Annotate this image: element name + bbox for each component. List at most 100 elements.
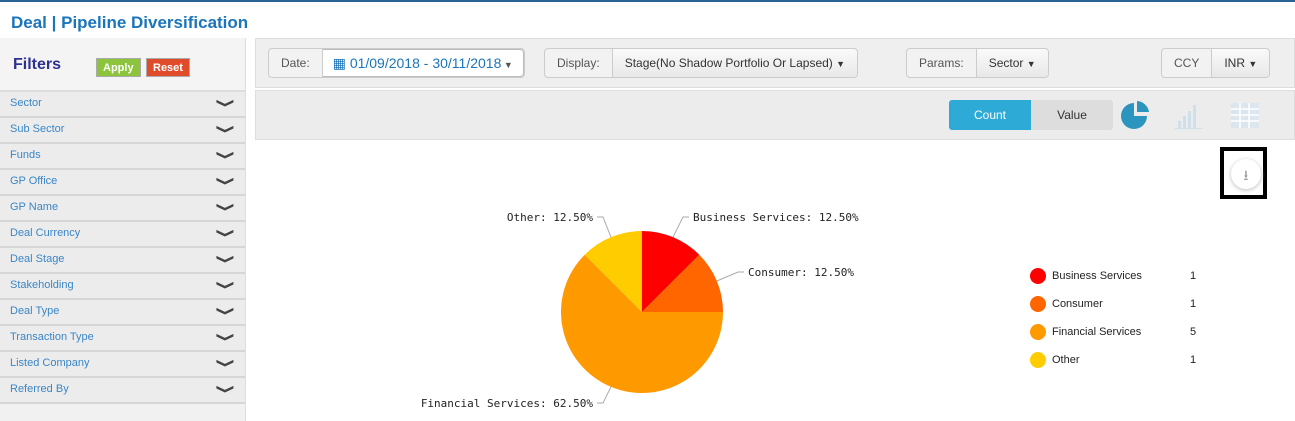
display-filter: Display: Stage(No Shadow Portfolio Or La… (544, 48, 859, 78)
legend-color-dot (1030, 324, 1046, 340)
legend-label: Business Services (1052, 270, 1142, 282)
legend-count: 1 (1190, 298, 1197, 310)
label-connector (716, 271, 744, 282)
filter-label: Listed Company (10, 357, 90, 369)
filter-label: Sector (10, 97, 42, 109)
pie-chart-icon[interactable] (1120, 99, 1152, 131)
chevron-down-icon: ❯ (216, 97, 236, 109)
pie-slice[interactable] (642, 231, 700, 312)
legend-item[interactable]: Other 1 (1030, 346, 1196, 374)
date-range-picker[interactable]: ▦ 01/09/2018 - 30/11/2018 ▼ (321, 49, 524, 77)
chevron-down-icon: ❯ (216, 279, 236, 291)
chevron-down-icon: ❯ (216, 253, 236, 265)
filter-label: Deal Stage (10, 253, 65, 265)
filter-label: Deal Currency (10, 227, 81, 239)
chevron-down-icon: ❯ (216, 331, 236, 343)
legend-count: 1 (1190, 270, 1197, 282)
calendar-icon: ▦ (332, 55, 350, 71)
params-label: Params: (919, 56, 964, 70)
filter-item[interactable]: Deal Stage ❯ (0, 248, 245, 274)
chevron-down-icon: ❯ (216, 123, 236, 135)
chevron-down-icon: ❯ (216, 149, 236, 161)
chevron-down-icon: ❯ (216, 305, 236, 317)
data-label: Other: 12.50% (507, 211, 593, 224)
caret-down-icon: ▼ (1026, 59, 1036, 69)
download-icon: ⭳ (1243, 167, 1249, 183)
data-label: Financial Services: 62.50% (421, 397, 594, 410)
filter-item[interactable]: GP Office ❯ (0, 170, 245, 196)
legend-color-dot (1030, 352, 1046, 368)
pie-slice[interactable] (642, 254, 723, 312)
filter-item[interactable]: Listed Company ❯ (0, 352, 245, 378)
filter-item[interactable]: Stakeholding ❯ (0, 274, 245, 300)
chevron-down-icon: ❯ (216, 175, 236, 187)
apply-button[interactable]: Apply (96, 58, 141, 77)
bar-chart-icon[interactable] (1173, 99, 1205, 131)
data-label: Business Services: 12.50% (693, 211, 859, 224)
download-button[interactable]: ⭳ (1231, 159, 1261, 189)
count-button[interactable]: Count (949, 100, 1031, 130)
legend-count: 5 (1190, 326, 1197, 338)
data-label: Consumer: 12.50% (748, 266, 854, 279)
caret-down-icon: ▼ (1248, 59, 1258, 69)
ccy-value: INR (1224, 56, 1246, 70)
legend-color-dot (1030, 268, 1046, 284)
display-dropdown[interactable]: Stage(No Shadow Portfolio Or Lapsed) ▼ (611, 49, 858, 77)
label-connector (597, 216, 612, 238)
filter-label: Funds (10, 149, 41, 161)
filter-label: Referred By (10, 383, 69, 395)
filter-item[interactable]: Deal Type ❯ (0, 300, 245, 326)
caret-down-icon: ▼ (836, 59, 846, 69)
pie-slice[interactable] (561, 254, 723, 393)
legend-color-dot (1030, 296, 1046, 312)
legend-item[interactable]: Business Services 1 (1030, 262, 1196, 290)
date-label: Date: (281, 56, 310, 70)
reset-button[interactable]: Reset (146, 58, 190, 77)
value-button[interactable]: Value (1031, 100, 1113, 130)
filter-item[interactable]: Sector ❯ (0, 92, 245, 118)
filter-item[interactable]: Referred By ❯ (0, 378, 245, 404)
chart-area: ⭳ Business Services: 12.50% Consumer: 12.… (255, 142, 1295, 421)
ccy-filter: CCY INR ▼ (1161, 48, 1271, 78)
display-value: Stage(No Shadow Portfolio Or Lapsed) (624, 56, 833, 70)
filters-title: Filters (13, 56, 62, 73)
chevron-down-icon: ❯ (216, 227, 236, 239)
legend-count: 1 (1190, 354, 1197, 366)
filter-label: Stakeholding (10, 279, 74, 291)
filter-item[interactable]: Deal Currency ❯ (0, 222, 245, 248)
params-dropdown[interactable]: Sector ▼ (975, 49, 1048, 77)
date-filter: Date: ▦ 01/09/2018 - 30/11/2018 ▼ (268, 48, 525, 78)
filter-item[interactable]: Funds ❯ (0, 144, 245, 170)
legend-item[interactable]: Financial Services 5 (1030, 318, 1196, 346)
display-label: Display: (557, 56, 600, 70)
chevron-down-icon: ❯ (216, 383, 236, 395)
view-toolbar: Count Value (255, 90, 1295, 140)
pie-slice[interactable] (584, 231, 642, 312)
filters-header: Filters Apply Reset (0, 38, 245, 92)
params-filter: Params: Sector ▼ (906, 48, 1049, 78)
filter-item[interactable]: Sub Sector ❯ (0, 118, 245, 144)
params-value: Sector (988, 56, 1024, 70)
date-value: 01/09/2018 - 30/11/2018 (349, 55, 502, 71)
pie-chart: Business Services: 12.50% Consumer: 12.50… (421, 211, 859, 410)
chart-legend: Business Services 1 Consumer 1 Financial Ser… (1030, 262, 1196, 374)
chevron-down-icon: ❯ (216, 201, 236, 213)
filter-label: GP Name (10, 201, 59, 213)
measure-toggle: Count Value (949, 100, 1113, 130)
ccy-dropdown[interactable]: INR ▼ (1211, 49, 1270, 77)
chevron-down-icon: ❯ (216, 357, 236, 369)
label-connector (597, 386, 612, 404)
filter-label: Deal Type (10, 305, 60, 317)
filter-label: Sub Sector (10, 123, 65, 135)
filter-item[interactable]: GP Name ❯ (0, 196, 245, 222)
legend-label: Consumer (1052, 298, 1103, 310)
page-title: Deal | Pipeline Diversification (11, 13, 249, 32)
filter-label: GP Office (10, 175, 58, 187)
label-connector (672, 216, 689, 238)
table-icon[interactable] (1229, 99, 1261, 131)
legend-item[interactable]: Consumer 1 (1030, 290, 1196, 318)
ccy-label: CCY (1174, 56, 1200, 70)
filter-label: Transaction Type (10, 331, 94, 343)
legend-label: Financial Services (1052, 326, 1142, 338)
filter-item[interactable]: Transaction Type ❯ (0, 326, 245, 352)
